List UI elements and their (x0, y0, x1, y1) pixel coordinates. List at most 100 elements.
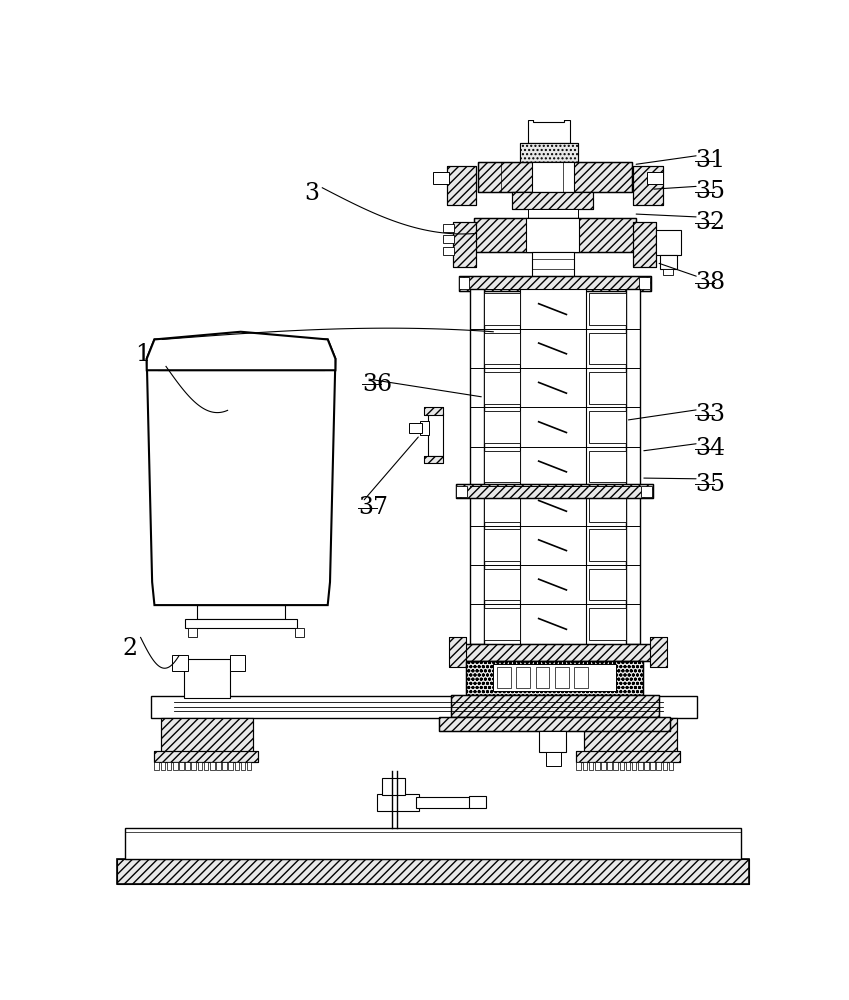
Bar (589, 333, 626, 364)
Bar (447, 166, 476, 205)
Bar (448, 637, 465, 667)
Bar (546, 752, 561, 766)
Bar (516, 667, 531, 688)
Bar (589, 490, 626, 522)
Bar (520, 289, 586, 644)
Bar (117, 859, 749, 884)
Bar (377, 794, 419, 811)
Bar (582, 762, 588, 770)
Bar (424, 407, 443, 415)
Bar (443, 235, 454, 243)
Bar (589, 411, 626, 443)
Bar (607, 762, 612, 770)
Bar (451, 695, 659, 717)
Bar (589, 608, 626, 640)
Bar (456, 484, 654, 498)
Bar (589, 529, 626, 561)
Bar (240, 762, 245, 770)
Bar (620, 762, 624, 770)
Bar (520, 143, 578, 165)
Text: 35: 35 (695, 180, 725, 203)
Bar (474, 218, 636, 252)
Bar (663, 762, 667, 770)
Bar (528, 120, 571, 143)
Bar (576, 751, 680, 762)
Bar (155, 751, 258, 762)
Bar (513, 192, 593, 209)
Polygon shape (147, 332, 335, 370)
Bar (185, 619, 297, 628)
Text: 33: 33 (695, 403, 725, 426)
Text: 2: 2 (122, 637, 138, 660)
Bar (466, 661, 644, 695)
Bar (484, 529, 520, 561)
Bar (533, 105, 564, 122)
Bar (633, 222, 656, 267)
Bar (531, 252, 574, 283)
Bar (155, 762, 159, 770)
Bar (588, 762, 593, 770)
Bar (647, 172, 663, 184)
Bar (644, 762, 649, 770)
Bar (633, 222, 656, 267)
Bar (478, 162, 632, 192)
Bar (428, 413, 443, 456)
Bar (420, 421, 430, 435)
Bar (234, 762, 239, 770)
Bar (484, 490, 520, 522)
Bar (453, 222, 476, 267)
Bar (439, 717, 671, 731)
Bar (456, 486, 467, 497)
Bar (650, 637, 667, 667)
Bar (613, 762, 618, 770)
Bar (589, 569, 626, 600)
Text: 34: 34 (695, 437, 725, 460)
Bar (526, 218, 580, 252)
Bar (638, 277, 649, 289)
Bar (595, 762, 599, 770)
Bar (216, 762, 221, 770)
Bar (433, 172, 448, 184)
Bar (458, 276, 651, 291)
Bar (228, 762, 233, 770)
Bar (125, 828, 741, 859)
Bar (443, 224, 454, 232)
Bar (198, 762, 202, 770)
Bar (663, 269, 673, 275)
Bar (424, 456, 443, 463)
Bar (230, 655, 245, 671)
Text: 38: 38 (695, 271, 725, 294)
Bar (453, 644, 656, 661)
Bar (576, 751, 680, 762)
Bar (185, 762, 190, 770)
Bar (589, 372, 626, 404)
Bar (197, 605, 285, 619)
Bar (439, 717, 671, 731)
Bar (478, 162, 632, 192)
Bar (539, 97, 559, 106)
Bar (641, 486, 652, 497)
Bar (633, 166, 663, 205)
Bar (531, 162, 574, 192)
Bar (458, 276, 651, 291)
Bar (191, 762, 196, 770)
Bar (179, 762, 183, 770)
Bar (555, 667, 569, 688)
Bar (584, 718, 677, 754)
Bar (160, 762, 166, 770)
Bar (539, 731, 566, 752)
Bar (381, 778, 405, 795)
Bar (650, 637, 667, 667)
Bar (626, 762, 630, 770)
Bar (660, 255, 677, 269)
Bar (484, 608, 520, 640)
Bar (117, 859, 749, 884)
Bar (574, 667, 588, 688)
Bar (155, 751, 258, 762)
Bar (656, 230, 681, 255)
Bar (456, 484, 654, 498)
Text: 35: 35 (695, 473, 725, 496)
Bar (160, 718, 253, 754)
Bar (584, 718, 677, 754)
Bar (626, 289, 639, 644)
